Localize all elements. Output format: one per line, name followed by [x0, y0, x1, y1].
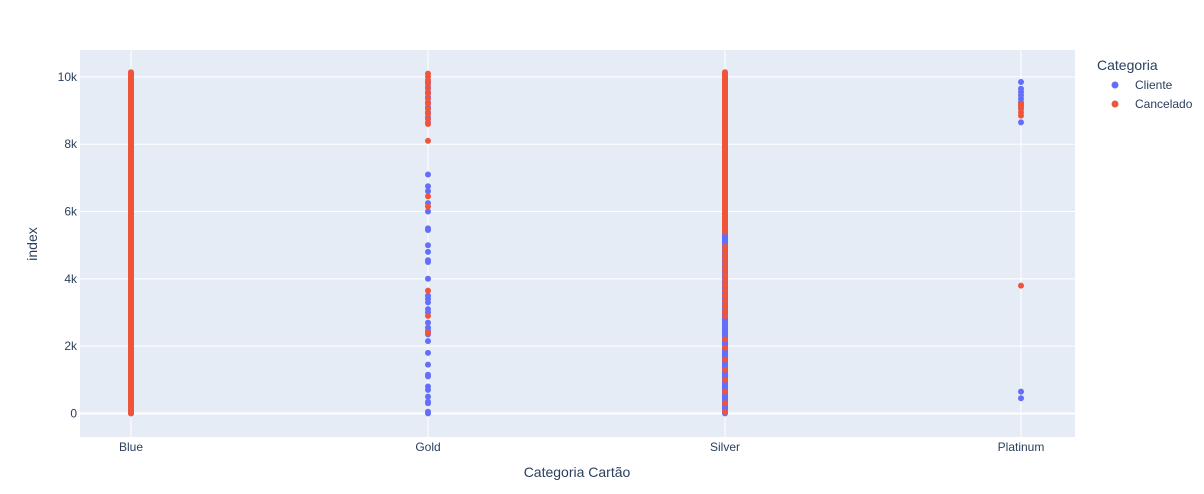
- y-tick-label: 0: [70, 406, 77, 420]
- data-point: [425, 227, 431, 233]
- data-point: [425, 386, 431, 393]
- data-point: [425, 312, 431, 319]
- legend-item-cancelado[interactable]: Cancelado: [1111, 97, 1193, 111]
- data-point: [722, 336, 728, 343]
- x-tick-label: Platinum: [998, 440, 1045, 454]
- data-point: [722, 400, 728, 407]
- data-point: [722, 376, 728, 383]
- x-axis-title: Categoria Cartão: [524, 464, 631, 480]
- y-tick-label: 2k: [64, 339, 78, 353]
- data-point: [425, 329, 431, 336]
- data-point: [1018, 119, 1024, 126]
- x-tick-label: Silver: [710, 440, 740, 454]
- data-point: [722, 388, 728, 395]
- legend-title: Categoria: [1097, 57, 1158, 73]
- data-point: [425, 248, 431, 255]
- data-point: [722, 302, 728, 309]
- data-point: [425, 110, 431, 117]
- data-point: [425, 361, 431, 368]
- data-point: [1018, 395, 1024, 402]
- data-point: [722, 277, 728, 284]
- data-point: [722, 247, 728, 254]
- data-point: [722, 287, 728, 294]
- x-tick-label: Blue: [119, 440, 143, 454]
- data-point: [722, 267, 728, 274]
- data-point: [722, 344, 728, 351]
- data-point: [425, 116, 431, 122]
- data-point: [722, 292, 728, 299]
- data-point: [425, 338, 431, 345]
- legend-marker-cancelado: [1111, 100, 1119, 108]
- x-axis-ticks: Blue Gold Silver Platinum: [119, 440, 1044, 454]
- data-point: [425, 183, 431, 190]
- data-point: [425, 100, 431, 107]
- data-point: [425, 287, 431, 294]
- data-point: [425, 137, 431, 144]
- data-point: [425, 171, 431, 178]
- series-cancelado: [128, 69, 1024, 417]
- y-tick-label: 10k: [58, 70, 78, 84]
- data-point: [722, 252, 728, 259]
- data-point: [425, 373, 431, 380]
- data-point: [425, 410, 431, 417]
- data-point: [425, 85, 431, 92]
- data-point: [425, 188, 431, 195]
- data-point: [722, 312, 728, 319]
- data-point: [722, 366, 728, 373]
- data-point: [722, 297, 728, 304]
- data-point: [425, 299, 431, 306]
- data-point: [722, 257, 728, 264]
- data-point: [425, 242, 431, 249]
- y-tick-label: 6k: [64, 205, 78, 219]
- data-point: [425, 259, 431, 265]
- data-point: [128, 69, 134, 76]
- legend-item-cliente[interactable]: Cliente: [1111, 78, 1173, 92]
- legend-label-cancelado: Cancelado: [1135, 97, 1193, 111]
- data-point: [425, 275, 431, 282]
- data-point: [722, 272, 728, 279]
- data-point: [425, 193, 431, 200]
- data-point: [722, 356, 728, 363]
- data-point: [1018, 282, 1024, 289]
- data-point: [425, 349, 431, 356]
- data-point: [722, 262, 728, 269]
- data-point: [425, 90, 431, 97]
- y-tick-label: 4k: [64, 272, 78, 286]
- data-point: [722, 307, 728, 314]
- data-point: [425, 400, 431, 407]
- data-point: [425, 208, 431, 215]
- y-tick-label: 8k: [64, 137, 78, 151]
- data-point: [425, 95, 431, 102]
- x-tick-label: Gold: [415, 440, 440, 454]
- data-point: [425, 393, 431, 400]
- data-point: [1018, 79, 1024, 85]
- data-point: [425, 121, 431, 127]
- y-axis-ticks: 0 2k 4k 6k 8k 10k: [58, 70, 78, 421]
- data-point: [425, 105, 431, 112]
- y-axis-title: index: [24, 227, 40, 260]
- grid-layer: [80, 50, 1075, 437]
- data-point: [722, 408, 728, 415]
- legend: Categoria Cliente Cancelado: [1097, 57, 1193, 111]
- data-point: [1018, 112, 1024, 119]
- data-point: [425, 203, 431, 210]
- points-layer: [128, 69, 1024, 417]
- data-point: [425, 319, 431, 326]
- legend-label-cliente: Cliente: [1135, 78, 1173, 92]
- data-point: [1018, 388, 1024, 395]
- plot-background: [80, 50, 1075, 437]
- data-point: [722, 69, 728, 76]
- data-point: [722, 282, 728, 289]
- legend-marker-cliente: [1111, 81, 1119, 89]
- data-point: [425, 80, 431, 87]
